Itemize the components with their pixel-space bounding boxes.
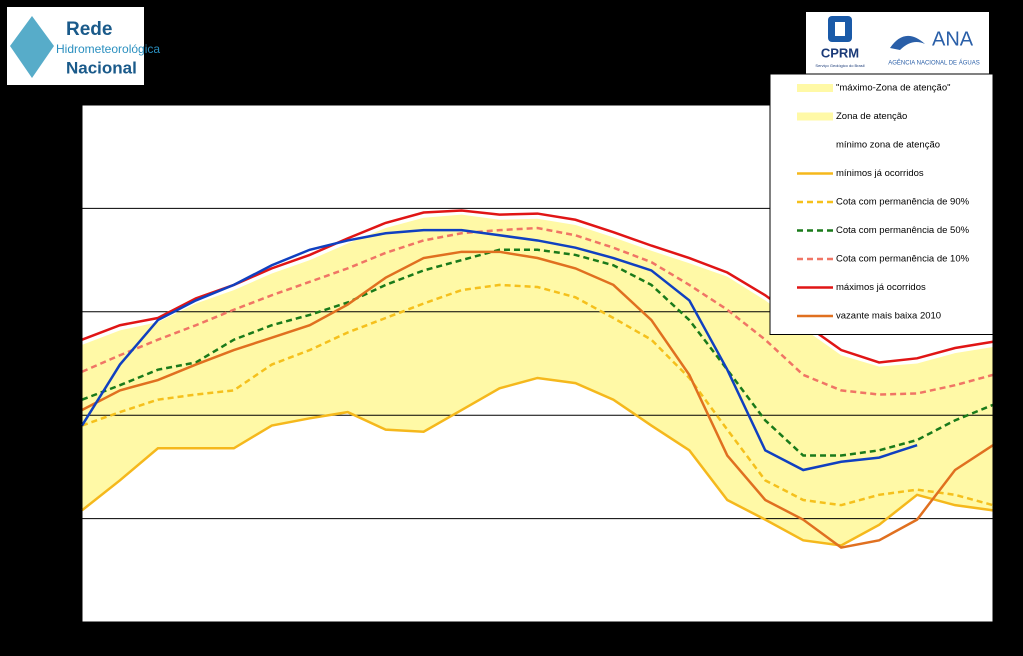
plot [80, 104, 994, 623]
legend-label: "máximo-Zona de atenção" [836, 83, 950, 94]
legend-label: mínimos já ocorridos [836, 168, 924, 179]
series-line [80, 228, 918, 472]
legend-label: Zona de atenção [836, 111, 907, 122]
series-line [81, 376, 994, 547]
left-logo: Rede Hidrometeorológica Nacional [7, 7, 160, 85]
legend-label: máximos já ocorridos [836, 282, 926, 293]
series-line [81, 250, 994, 549]
legend-label: Cota com permanência de 50% [836, 225, 970, 236]
logo-icon [890, 35, 925, 50]
logo-icon [835, 22, 845, 36]
series-line [81, 248, 994, 457]
legend-label: mínimo zona de atenção [836, 140, 940, 151]
logo-text: ANA [932, 28, 974, 50]
logo-text: Rede [66, 19, 112, 40]
legend-swatch [797, 84, 833, 92]
legend-label: Cota com permanência de 90% [836, 197, 970, 208]
area [82, 377, 993, 622]
legend: "máximo-Zona de atenção" Zona de atenção m… [769, 73, 994, 335]
plot-border [81, 104, 994, 623]
logo-icon [10, 16, 54, 78]
legend-label: Cota com permanência de 10% [836, 254, 970, 265]
logo-text: CPRM [821, 45, 859, 60]
legend-swatch [797, 112, 833, 121]
logo-text: Nacional [66, 58, 137, 77]
series-line [81, 226, 994, 396]
right-logo: CPRM Serviço Geológico do Brasil ANA AGÊ… [806, 12, 989, 74]
logo-text: Hidrometeorológica [56, 42, 160, 56]
logo-text: AGÊNCIA NACIONAL DE ÁGUAS [888, 59, 979, 67]
logo-text: Serviço Geológico do Brasil [815, 63, 864, 68]
legend-swatch [797, 141, 833, 149]
legend-box [769, 73, 994, 335]
legend-label: vazante mais baixa 2010 [836, 311, 941, 322]
series-line [81, 283, 994, 507]
